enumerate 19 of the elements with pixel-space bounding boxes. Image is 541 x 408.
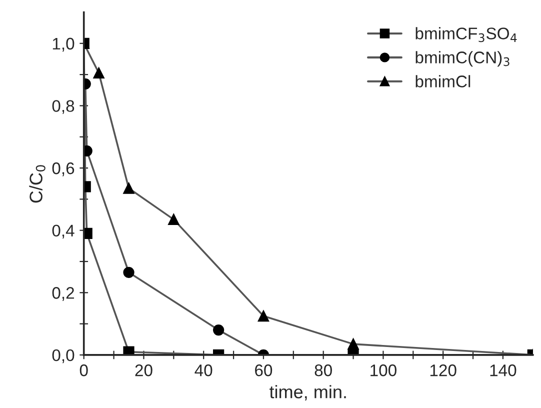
x-tick-label: 140	[490, 364, 516, 376]
x-tick-label: 20	[135, 364, 152, 376]
y-tick-label: 0,2	[52, 287, 74, 301]
x-axis-title: time, min.	[270, 385, 346, 400]
y-tick-label: 0,8	[52, 100, 74, 114]
x-tick-label: 80	[314, 364, 332, 376]
y-tick-label: 0,6	[52, 162, 74, 176]
y-tick-label: 0,4	[52, 224, 74, 239]
x-tick-label: 100	[370, 364, 396, 376]
legend-label: bmimCF$_{3}$SO$_{4}$	[416, 27, 517, 42]
y-tick-label: 0,0	[52, 349, 74, 364]
y-tick-label: 1,0	[52, 38, 74, 52]
x-tick-label: 60	[255, 364, 272, 376]
y-axis-title: C/C$_{0}$	[29, 165, 46, 203]
legend-label: bmimC(CN)$_{3}$	[416, 51, 510, 67]
legend-label: bmimCl	[416, 75, 470, 88]
x-tick-label: 120	[430, 364, 456, 376]
x-tick-label: 0	[80, 364, 88, 376]
x-tick-label: 40	[194, 364, 212, 376]
